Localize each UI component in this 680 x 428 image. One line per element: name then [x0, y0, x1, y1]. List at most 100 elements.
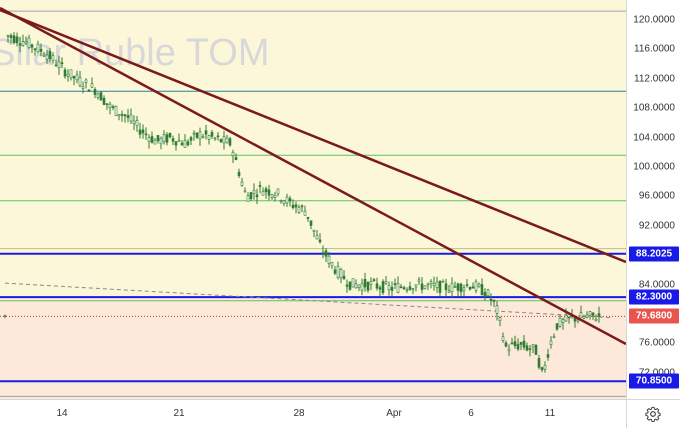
candle-body [309, 220, 313, 226]
candle-body [396, 283, 400, 293]
candle-body [198, 131, 202, 140]
candle-body [549, 340, 553, 345]
candle-body [60, 62, 64, 65]
candle-body [486, 289, 490, 297]
candle-body [546, 354, 550, 358]
time-tick-label: 28 [293, 408, 305, 419]
candle-body [276, 188, 280, 195]
candle-body [492, 299, 496, 302]
candle-body [117, 114, 121, 117]
candle-body [216, 135, 220, 138]
candle-body [303, 210, 307, 216]
candle-body [132, 120, 136, 124]
chart-plot-area[interactable]: Silar Ruble TOM [0, 0, 626, 399]
candle-body [246, 195, 250, 202]
candle-body [81, 86, 85, 89]
candle-body [339, 269, 343, 279]
candle-body [567, 316, 571, 319]
watermark-text: Silar Ruble TOM [0, 32, 269, 74]
time-axis[interactable]: 14 21 28 Apr 6 11 [0, 399, 626, 428]
candle-body [300, 205, 304, 208]
price-tick-label: 108.0000 [633, 102, 675, 114]
candle-body [588, 311, 592, 316]
candle-body [315, 235, 319, 240]
candle-body [312, 229, 316, 232]
time-tick-label: 6 [468, 408, 474, 419]
guide-line [4, 282, 613, 319]
candle-body [387, 285, 391, 291]
candle-body [318, 239, 322, 243]
candle-body [258, 185, 262, 187]
candle-body [183, 140, 187, 148]
candle-body [333, 269, 337, 274]
candle-body [501, 336, 505, 341]
candle-body [480, 284, 484, 296]
price-tick-label: 96.0000 [638, 190, 675, 202]
candle-body [123, 114, 127, 117]
price-badge: 82.3000 [629, 289, 679, 305]
candle-body [516, 344, 520, 350]
candle-body [327, 255, 331, 264]
candle-body [99, 92, 103, 101]
candle-body [447, 290, 451, 293]
candle-body [168, 132, 172, 138]
candle-body [357, 284, 361, 288]
candle-body [45, 54, 49, 60]
candle-body [378, 287, 382, 290]
candle-body [504, 342, 508, 347]
gear-icon[interactable] [645, 406, 661, 422]
candle-body [405, 288, 409, 291]
candle-body [321, 251, 325, 254]
candle-body [225, 137, 229, 144]
candle-body [18, 43, 22, 46]
price-badge: 88.2025 [629, 246, 679, 262]
candle-body [585, 314, 589, 318]
candle-body [297, 207, 301, 213]
candle-body [381, 281, 385, 293]
candle-body [15, 36, 19, 44]
candle-body [597, 313, 601, 317]
candle-body [87, 89, 91, 92]
candle-body [342, 275, 346, 280]
candle-body [489, 298, 493, 301]
candle-body [54, 64, 58, 67]
candle-body [288, 198, 292, 202]
candle-body [414, 284, 418, 288]
candle-body [453, 286, 457, 288]
candle-body [375, 283, 379, 289]
candle-body [438, 280, 442, 293]
candle-body [291, 204, 295, 208]
candle-body [66, 73, 70, 77]
candle-body [213, 137, 217, 140]
candle-body [6, 35, 10, 37]
candle-body [174, 141, 178, 146]
candle-body [594, 318, 598, 322]
candle-body [51, 55, 55, 61]
candle-body [564, 314, 568, 322]
candle-body [48, 51, 52, 60]
candle-body [264, 188, 268, 193]
candle-body [177, 139, 181, 142]
candle-body [330, 262, 334, 267]
candle-body [42, 54, 46, 57]
candle-body [234, 157, 238, 161]
candle-body [450, 283, 454, 293]
candle-body [210, 131, 214, 137]
price-tick-label: 104.0000 [633, 132, 675, 144]
candle-body [345, 284, 349, 287]
candle-body [228, 138, 232, 146]
candle-body [474, 281, 478, 291]
candle-body [222, 136, 226, 144]
price-axis[interactable]: 120.0000 116.0000 112.0000 108.0000 104.0000… [626, 0, 680, 399]
candle-body [360, 283, 364, 291]
candle-body [153, 139, 157, 145]
candle-body [483, 292, 487, 297]
candle-body [435, 281, 439, 289]
price-tick-label: 84.0000 [638, 279, 675, 291]
candle-body [36, 43, 40, 53]
candle-body [423, 285, 427, 289]
candle-body [399, 286, 403, 289]
candle-body [429, 281, 433, 284]
candle-body [465, 284, 469, 286]
